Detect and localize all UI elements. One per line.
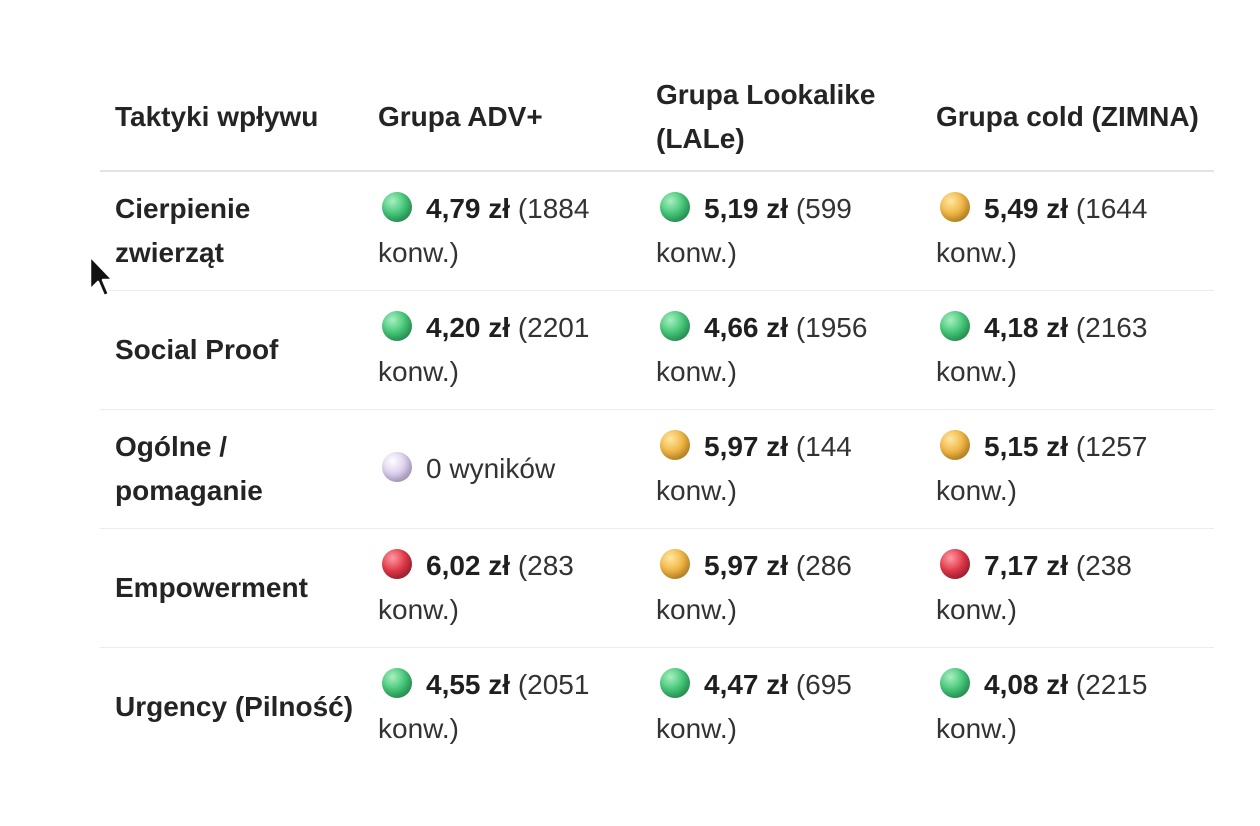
no-results-text: 0 wyników: [426, 453, 556, 484]
conversion-count: (144 konw.): [656, 431, 852, 506]
conversion-count: (2051 konw.): [378, 669, 590, 744]
cost-per-result: 7,17 zł: [984, 550, 1069, 581]
cost-per-result: 4,18 zł: [984, 312, 1069, 343]
tactic-label: Urgency (Pilność): [115, 691, 354, 722]
green-status-dot-icon: [382, 192, 412, 222]
yellow-status-dot-icon: [660, 430, 690, 460]
cost-cell: 5,19 zł (599 konw.): [656, 171, 936, 291]
cost-cell: 5,97 zł (144 konw.): [656, 409, 936, 529]
conversion-count: (599 konw.): [656, 193, 852, 268]
header-adv-plus: Grupa ADV+: [378, 64, 656, 172]
cost-cell: 6,02 zł (283 konw.): [378, 528, 656, 648]
conversion-count: (2201 konw.): [378, 312, 590, 387]
header-lookalike: Grupa Lookalike (LALe): [656, 64, 936, 172]
table-body: Cierpienie zwierząt 4,79 zł (1884 konw.) 5…: [100, 171, 1214, 766]
cost-cell: 5,49 zł (1644 konw.): [936, 171, 1214, 291]
cost-per-result: 4,66 zł: [704, 312, 789, 343]
cost-cell: 4,55 zł (2051 konw.): [378, 648, 656, 767]
cost-cell: 4,08 zł (2215 konw.): [936, 648, 1214, 767]
cost-per-result: 5,49 zł: [984, 193, 1069, 224]
table-row: Social Proof 4,20 zł (2201 konw.) 4,66 zł …: [100, 290, 1214, 410]
table-row: Empowerment 6,02 zł (283 konw.) 5,97 zł (2…: [100, 528, 1214, 648]
cost-per-result: 4,79 zł: [426, 193, 511, 224]
cost-per-result: 6,02 zł: [426, 550, 511, 581]
header-tactics: Taktyki wpływu: [100, 64, 378, 172]
tactic-label: Ogólne / pomaganie: [100, 409, 378, 529]
influence-tactics-table-container: Taktyki wpływu Grupa ADV+ Grupa Lookalik…: [100, 64, 1214, 766]
green-status-dot-icon: [382, 668, 412, 698]
cost-cell: 4,20 zł (2201 konw.): [378, 290, 656, 410]
table-row: Ogólne / pomaganie 0 wyników 5,97 zł (144 …: [100, 409, 1214, 529]
conversion-count: (1257 konw.): [936, 431, 1148, 506]
cost-per-result: 5,97 zł: [704, 550, 789, 581]
red-status-dot-icon: [382, 549, 412, 579]
cost-per-result: 4,08 zł: [984, 669, 1069, 700]
conversion-count: (2215 konw.): [936, 669, 1148, 744]
cost-cell: 4,47 zł (695 konw.): [656, 648, 936, 767]
cost-cell: 4,66 zł (1956 konw.): [656, 290, 936, 410]
green-status-dot-icon: [940, 311, 970, 341]
conversion-count: (283 konw.): [378, 550, 574, 625]
green-status-dot-icon: [382, 311, 412, 341]
cost-cell: 7,17 zł (238 konw.): [936, 528, 1214, 648]
tactic-label: Cierpienie zwierząt: [100, 171, 378, 291]
yellow-status-dot-icon: [940, 192, 970, 222]
cost-cell: 5,15 zł (1257 konw.): [936, 409, 1214, 529]
conversion-count: (286 konw.): [656, 550, 852, 625]
mouse-pointer-icon: [88, 254, 114, 298]
cost-cell: 4,79 zł (1884 konw.): [378, 171, 656, 291]
conversion-count: (695 konw.): [656, 669, 852, 744]
green-status-dot-icon: [660, 311, 690, 341]
tactic-label: Empowerment: [100, 528, 378, 648]
cost-cell: 5,97 zł (286 konw.): [656, 528, 936, 648]
tactic-label: Social Proof: [100, 290, 378, 410]
table-header-row: Taktyki wpływu Grupa ADV+ Grupa Lookalik…: [100, 64, 1214, 172]
green-status-dot-icon: [660, 192, 690, 222]
cost-per-result: 5,97 zł: [704, 431, 789, 462]
table-row: Urgency (Pilność) 4,55 zł (2051 konw.) 4,4…: [100, 648, 1214, 767]
green-status-dot-icon: [660, 668, 690, 698]
conversion-count: (1644 konw.): [936, 193, 1148, 268]
conversion-count: (1956 konw.): [656, 312, 868, 387]
yellow-status-dot-icon: [940, 430, 970, 460]
red-status-dot-icon: [940, 549, 970, 579]
cost-cell: 0 wyników: [378, 409, 656, 529]
cost-per-result: 4,55 zł: [426, 669, 511, 700]
table-row: Cierpienie zwierząt 4,79 zł (1884 konw.) 5…: [100, 171, 1214, 291]
green-status-dot-icon: [940, 668, 970, 698]
cost-per-result: 4,20 zł: [426, 312, 511, 343]
cost-cell: 4,18 zł (2163 konw.): [936, 290, 1214, 410]
header-cold: Grupa cold (ZIMNA): [936, 64, 1214, 172]
influence-tactics-table: Taktyki wpływu Grupa ADV+ Grupa Lookalik…: [100, 64, 1214, 766]
conversion-count: (2163 konw.): [936, 312, 1148, 387]
yellow-status-dot-icon: [660, 549, 690, 579]
cost-per-result: 5,19 zł: [704, 193, 789, 224]
conversion-count: (238 konw.): [936, 550, 1132, 625]
cost-per-result: 4,47 zł: [704, 669, 789, 700]
cost-per-result: 5,15 zł: [984, 431, 1069, 462]
conversion-count: (1884 konw.): [378, 193, 590, 268]
purple-status-dot-icon: [382, 452, 412, 482]
